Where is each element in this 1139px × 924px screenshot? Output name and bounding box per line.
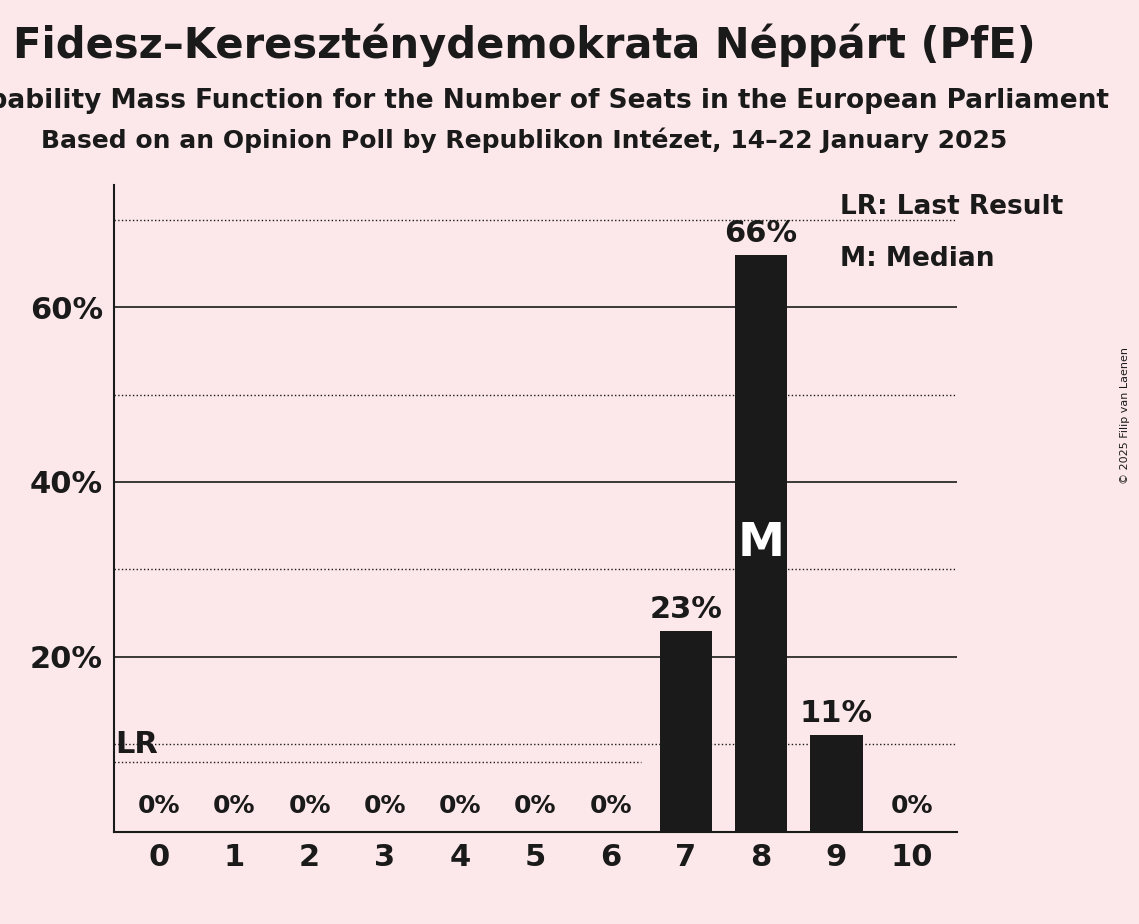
Text: Based on an Opinion Poll by Republikon Intézet, 14–22 January 2025: Based on an Opinion Poll by Republikon I…: [41, 128, 1007, 153]
Text: 0%: 0%: [891, 795, 933, 819]
Bar: [735, 255, 787, 832]
Bar: [810, 736, 862, 832]
Text: 66%: 66%: [724, 219, 797, 248]
Text: 11%: 11%: [800, 699, 872, 728]
Text: LR: Last Result: LR: Last Result: [841, 193, 1064, 220]
Text: 0%: 0%: [589, 795, 632, 819]
Text: 0%: 0%: [138, 795, 180, 819]
Text: M: Median: M: Median: [841, 246, 994, 272]
Text: 0%: 0%: [439, 795, 482, 819]
Text: Probability Mass Function for the Number of Seats in the European Parliament: Probability Mass Function for the Number…: [0, 88, 1109, 114]
Bar: [659, 630, 712, 832]
Text: 0%: 0%: [363, 795, 407, 819]
Text: LR: LR: [115, 730, 158, 759]
Text: Fidesz–Kereszténydemokrata Néppárt (PfE): Fidesz–Kereszténydemokrata Néppárt (PfE): [13, 23, 1035, 67]
Text: 0%: 0%: [213, 795, 255, 819]
Text: 23%: 23%: [649, 594, 722, 624]
Text: M: M: [738, 520, 785, 565]
Text: 0%: 0%: [514, 795, 557, 819]
Text: 0%: 0%: [288, 795, 330, 819]
Text: © 2025 Filip van Laenen: © 2025 Filip van Laenen: [1121, 347, 1130, 484]
